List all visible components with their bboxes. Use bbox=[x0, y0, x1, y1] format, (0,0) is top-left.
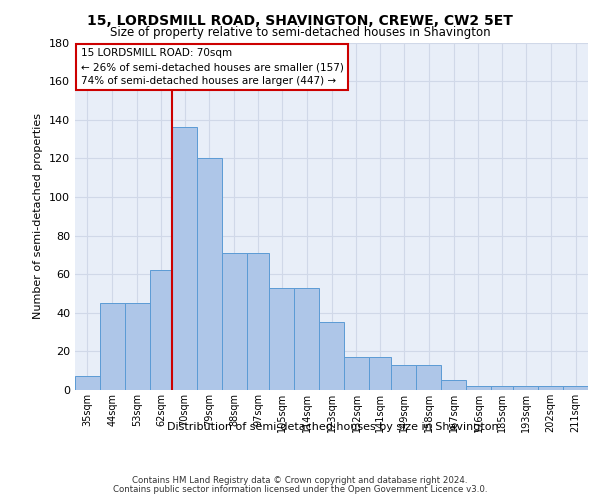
Bar bbox=[75, 376, 100, 390]
Text: Size of property relative to semi-detached houses in Shavington: Size of property relative to semi-detach… bbox=[110, 26, 490, 39]
Bar bbox=[100, 303, 125, 390]
Bar bbox=[247, 253, 269, 390]
Bar bbox=[125, 303, 150, 390]
Bar bbox=[416, 365, 441, 390]
Bar bbox=[563, 386, 588, 390]
Bar bbox=[538, 386, 563, 390]
Bar bbox=[391, 365, 416, 390]
Text: 15, LORDSMILL ROAD, SHAVINGTON, CREWE, CW2 5ET: 15, LORDSMILL ROAD, SHAVINGTON, CREWE, C… bbox=[87, 14, 513, 28]
Bar bbox=[466, 386, 491, 390]
Bar bbox=[319, 322, 344, 390]
Text: Distribution of semi-detached houses by size in Shavington: Distribution of semi-detached houses by … bbox=[167, 422, 499, 432]
Text: 15 LORDSMILL ROAD: 70sqm
← 26% of semi-detached houses are smaller (157)
74% of : 15 LORDSMILL ROAD: 70sqm ← 26% of semi-d… bbox=[80, 48, 343, 86]
Bar bbox=[491, 386, 513, 390]
Bar bbox=[513, 386, 538, 390]
Bar bbox=[197, 158, 222, 390]
Y-axis label: Number of semi-detached properties: Number of semi-detached properties bbox=[34, 114, 43, 320]
Bar bbox=[172, 128, 197, 390]
Text: Contains public sector information licensed under the Open Government Licence v3: Contains public sector information licen… bbox=[113, 485, 487, 494]
Text: Contains HM Land Registry data © Crown copyright and database right 2024.: Contains HM Land Registry data © Crown c… bbox=[132, 476, 468, 485]
Bar bbox=[441, 380, 466, 390]
Bar bbox=[222, 253, 247, 390]
Bar bbox=[269, 288, 294, 390]
Bar bbox=[294, 288, 319, 390]
Bar bbox=[150, 270, 172, 390]
Bar bbox=[369, 357, 391, 390]
Bar bbox=[344, 357, 369, 390]
